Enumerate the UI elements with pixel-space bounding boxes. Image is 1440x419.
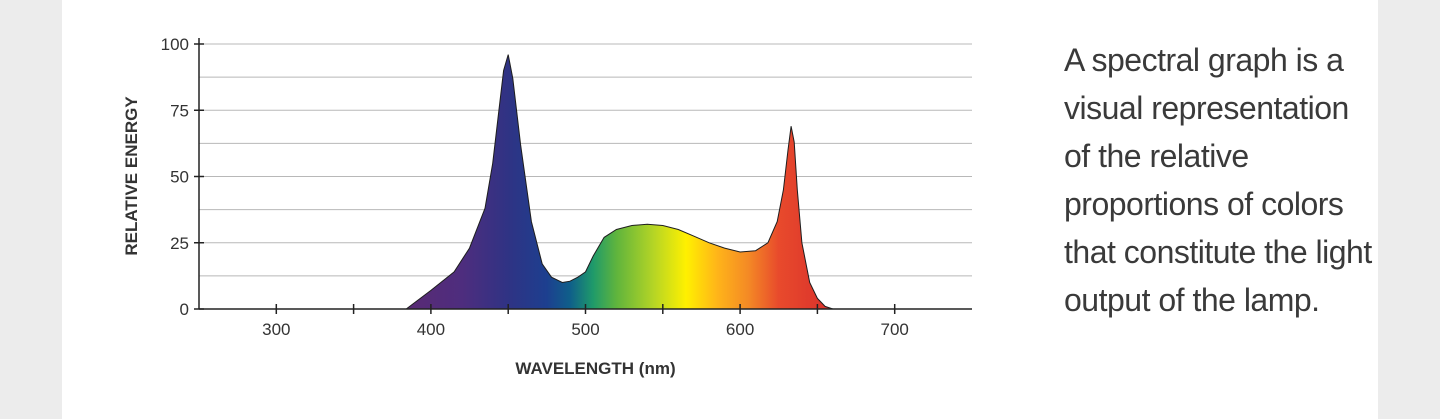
y-tick-label: 50 — [170, 168, 189, 187]
y-axis-title: RELATIVE ENERGY — [122, 96, 141, 256]
spectral-graph-description: A spectral graph is a visual representat… — [1064, 36, 1404, 324]
y-tick-label: 25 — [170, 234, 189, 253]
caption-line: A spectral graph is a — [1064, 42, 1344, 78]
caption-line: of the relative — [1064, 138, 1249, 174]
x-tick-label: 500 — [571, 320, 599, 339]
x-tick-label: 300 — [262, 320, 290, 339]
caption-line: proportions of colors — [1064, 186, 1344, 222]
content-card: 0 25 50 75 100 300 400 500 600 700 WAVELENGTH (nm)… — [62, 0, 1378, 419]
caption-line: output of the lamp. — [1064, 282, 1320, 318]
x-axis-title: WAVELENGTH (nm) — [515, 359, 675, 378]
caption-line: visual representation — [1064, 90, 1349, 126]
x-tick-label: 400 — [417, 320, 445, 339]
spectrum-area — [404, 54, 834, 310]
y-tick-label: 75 — [170, 101, 189, 120]
spectral-chart: 0 25 50 75 100 300 400 500 600 700 WAVELENGTH (nm)… — [122, 35, 972, 378]
y-tick-label: 0 — [180, 300, 189, 319]
caption-line: that constitute the light — [1064, 234, 1372, 270]
x-tick-label: 600 — [726, 320, 754, 339]
x-tick-label: 700 — [881, 320, 909, 339]
y-tick-label: 100 — [161, 35, 189, 54]
